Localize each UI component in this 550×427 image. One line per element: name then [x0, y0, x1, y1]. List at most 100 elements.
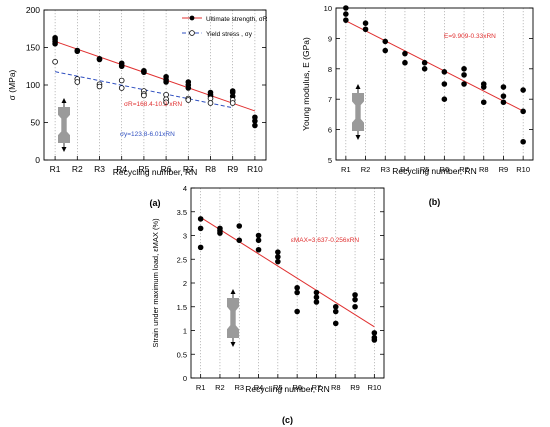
- data-point-open: [96, 83, 103, 90]
- data-point: [461, 81, 467, 87]
- data-point-open: [74, 79, 81, 85]
- fit-line: [55, 71, 233, 109]
- x-tick-label: R9: [499, 165, 509, 174]
- y-axis-label: σ (MPa): [7, 69, 17, 100]
- x-tick-label: R5: [420, 165, 430, 174]
- data-point: [255, 232, 262, 239]
- y-tick-label: 2.5: [177, 255, 187, 264]
- data-point: [421, 59, 428, 66]
- data-point: [500, 93, 507, 99]
- x-tick-label: R4: [116, 164, 127, 174]
- y-tick-label: 50: [31, 118, 41, 128]
- data-point: [252, 122, 258, 129]
- chart-b: 5 6 7 8 9 10 R1 R2 R3 R4 R5 R6 R7 R8 R9 R10 Recycling nu…: [301, 4, 534, 207]
- x-tick-label: R1: [341, 165, 351, 174]
- fit-line: [345, 20, 524, 112]
- x-tick-label: R6: [292, 383, 302, 392]
- data-point: [382, 38, 389, 45]
- data-point-open: [207, 95, 214, 102]
- data-point: [118, 63, 125, 70]
- y-axis-label: Strain under maximum load, εMAX (%): [151, 218, 160, 348]
- y-tick-label: 0.5: [177, 350, 187, 359]
- data-point: [402, 50, 408, 57]
- data-point: [332, 303, 339, 310]
- y-tick-label: 2: [183, 279, 187, 288]
- dogbone-specimen-icon: [58, 107, 70, 143]
- x-tick-label: R10: [516, 165, 530, 174]
- data-point: [252, 118, 258, 124]
- x-tick-label: R2: [215, 383, 225, 392]
- x-tick-label: R3: [380, 165, 390, 174]
- data-point: [313, 294, 320, 301]
- legend-marker: [189, 15, 195, 21]
- chart-c: 0 0.5 1 1.5 2 2.5 3 3.5 4 R1 R2 R3 R4 R5 R6 R7 R8 R9 R10 Re…: [151, 184, 385, 425]
- x-tick-label: R1: [196, 383, 206, 392]
- data-point: [236, 237, 243, 244]
- x-tick-label: R9: [350, 383, 360, 392]
- data-point: [352, 292, 358, 298]
- y-tick-label: 0: [183, 374, 187, 383]
- data-point: [461, 66, 467, 72]
- data-point: [500, 99, 507, 106]
- x-tick-label: R7: [312, 383, 322, 392]
- chart-a: 0 50 100 150 200 R1 R2 R3 R4 R5 R6 R7 R8 R9 R10 Recycli…: [7, 5, 268, 208]
- x-tick-label: R8: [479, 165, 489, 174]
- arrowhead-up-icon: [355, 84, 361, 89]
- y-tick-label: 150: [26, 43, 40, 53]
- data-point: [520, 87, 526, 93]
- data-point: [520, 108, 526, 115]
- data-point: [275, 254, 281, 260]
- data-point: [332, 308, 339, 315]
- arrowhead-up-icon: [61, 98, 67, 103]
- data-point: [275, 258, 281, 265]
- y-tick-label: 100: [26, 80, 40, 90]
- arrowhead-down-icon: [355, 135, 361, 140]
- data-point-open: [52, 58, 58, 65]
- x-tick-label: R3: [94, 164, 105, 174]
- data-point-open: [185, 97, 192, 103]
- x-tick-label: R10: [367, 383, 381, 392]
- y-tick-label: 6: [328, 126, 332, 135]
- y-tick-label: 1.5: [177, 303, 187, 312]
- data-point: [332, 320, 339, 327]
- data-point: [382, 47, 389, 54]
- x-tick-label: R2: [72, 164, 83, 174]
- fit-equation: σy=123.8-6.01xRN: [120, 131, 175, 138]
- data-point-open: [118, 85, 125, 91]
- data-point: [352, 296, 358, 303]
- data-point: [52, 34, 58, 41]
- data-point: [362, 26, 369, 33]
- fit-line: [200, 216, 375, 328]
- data-point: [402, 59, 408, 66]
- x-tick-label: R4: [400, 165, 410, 174]
- data-point: [520, 138, 526, 145]
- y-axis-label: Young modulus, E (GPa): [301, 37, 311, 131]
- fit-equation: E=9.909-0.33xRN: [444, 33, 496, 40]
- y-tick-label: 1: [183, 327, 187, 336]
- data-point: [294, 308, 300, 315]
- x-tick-label: R8: [205, 164, 216, 174]
- panel-label: (a): [150, 198, 161, 208]
- panel-label: (b): [429, 197, 441, 207]
- data-point-open: [163, 99, 169, 106]
- data-point-open: [141, 92, 147, 99]
- data-point: [197, 216, 204, 222]
- data-point: [343, 11, 349, 17]
- x-tick-label: R8: [331, 383, 341, 392]
- arrowhead-down-icon: [61, 147, 67, 152]
- data-point: [461, 72, 467, 78]
- x-tick-label: R2: [361, 165, 371, 174]
- data-point: [275, 249, 281, 255]
- x-tick-label: R4: [254, 383, 264, 392]
- data-point-open: [163, 91, 169, 98]
- data-point: [500, 84, 507, 90]
- dogbone-specimen-icon: [352, 93, 364, 131]
- data-point: [352, 303, 358, 310]
- x-tick-label: R9: [227, 164, 238, 174]
- y-tick-label: 10: [324, 4, 332, 13]
- data-point: [421, 66, 428, 72]
- plot-frame: [190, 187, 385, 379]
- y-tick-label: 3.5: [177, 208, 187, 217]
- data-point: [236, 223, 243, 229]
